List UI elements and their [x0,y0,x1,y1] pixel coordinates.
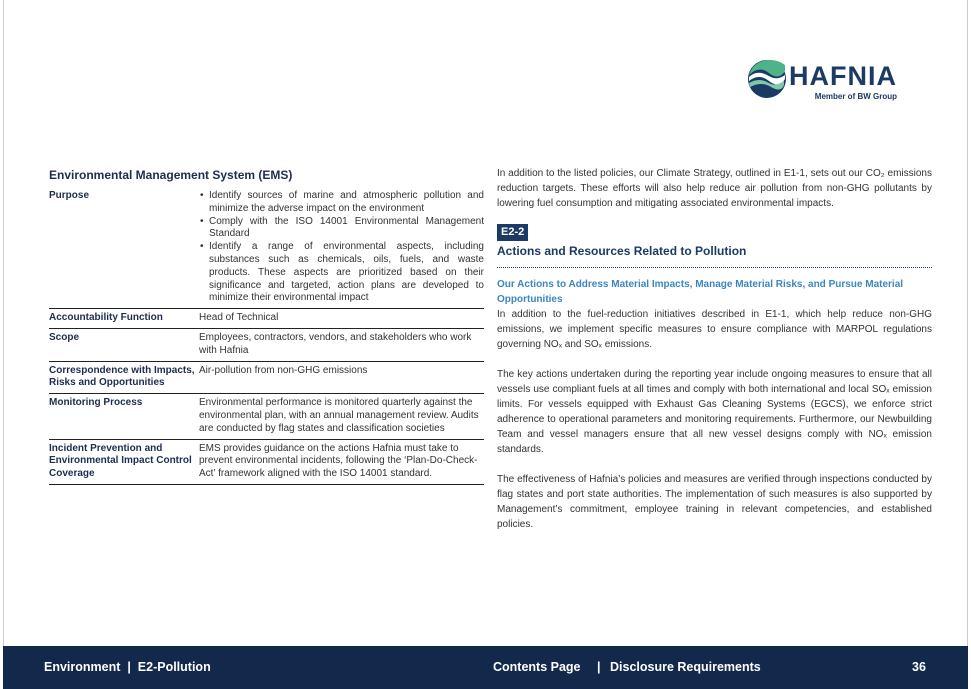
paragraph: The effectiveness of Hafnia’s policies a… [497,474,932,530]
table-row: Incident Prevention and Environmental Im… [49,440,484,485]
disclosure-requirements-link[interactable]: Disclosure Requirements [610,660,761,674]
hafnia-logo: HAFNIA Member of BW Group [747,59,897,101]
ems-table: Environmental Management System (EMS) Pu… [49,168,484,485]
row-label: Accountability Function [49,312,163,324]
row-value: Employees, contractors, vendors, and sta… [199,331,472,356]
row-label: Correspondence with Impacts, Risks and O… [49,364,195,389]
row-value: Air-pollution from non-GHG emissions [199,364,368,376]
footer-section-link[interactable]: Environment | E2-Pollution [44,660,211,674]
row-value: Environmental performance is monitored q… [199,397,479,434]
ems-title: Environmental Management System (EMS) [49,168,293,182]
row-value: Head of Technical [199,312,279,324]
page: HAFNIA Member of BW Group Environmental … [3,0,968,689]
page-number: 36 [912,660,926,674]
list-item: Identify sources of marine and atmospher… [199,190,484,216]
list-item: Comply with the ISO 14001 Environmental … [199,216,484,242]
row-value: EMS provides guidance on the actions Haf… [199,442,478,480]
intro-paragraph: In addition to the listed policies, our … [497,168,932,209]
right-column: In addition to the listed policies, our … [497,166,932,532]
section-heading: Actions and Resources Related to Polluti… [497,244,932,268]
list-item: Identify a range of environmental aspect… [199,241,484,305]
footer-bar: Environment | E2-Pollution Contents Page… [3,646,968,689]
row-label: Monitoring Process [49,397,143,409]
contents-page-link[interactable]: Contents Page [493,660,581,674]
row-label: Scope [49,331,80,343]
paragraph: The key actions undertaken during the re… [497,369,932,455]
table-row: Accountability Function Head of Technical [49,309,484,329]
table-row: Scope Employees, contractors, vendors, an… [49,329,484,362]
logo-name: HAFNIA [789,60,897,91]
table-row: Purpose Identify sources of marine and a… [49,187,484,310]
footer-separator: | [597,660,601,674]
row-label: Incident Prevention and Environmental Im… [49,442,192,480]
table-row: Correspondence with Impacts, Risks and O… [49,362,484,395]
hafnia-globe-icon [748,59,786,98]
section-tag: E2-2 [497,224,529,241]
logo-tagline: Member of BW Group [814,92,897,101]
table-row: Monitoring Process Environmental performa… [49,394,484,440]
paragraph: In addition to the fuel-reduction initia… [497,309,932,350]
row-label: Purpose [49,190,90,201]
subheading: Our Actions to Address Material Impacts,… [497,279,904,305]
